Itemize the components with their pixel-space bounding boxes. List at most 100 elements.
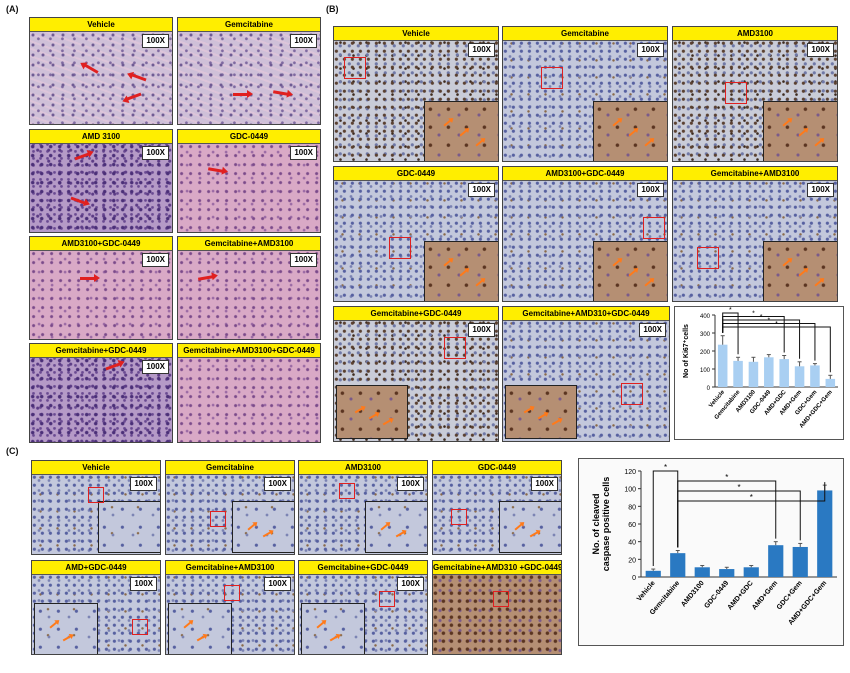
bar xyxy=(779,359,789,387)
significance-star: * xyxy=(775,321,778,328)
zoom-inset-image xyxy=(232,501,294,553)
bar xyxy=(645,570,661,577)
panel-b-micrograph: AMD3100 100X xyxy=(672,26,838,162)
panel-title: AMD3100 xyxy=(673,27,837,41)
y-axis-label-line: No. of cleaved xyxy=(591,493,601,554)
red-arrow-icon xyxy=(233,90,253,98)
panel-a-micrograph: Gemcitabine+GDC-0449 100X xyxy=(29,343,173,443)
significance-star: * xyxy=(752,311,755,318)
panel-title: Vehicle xyxy=(32,461,160,475)
y-tick-label: 20 xyxy=(628,557,636,564)
significance-bracket xyxy=(677,482,826,548)
panel-a-micrograph: GDC-0449 100X xyxy=(177,129,321,233)
y-tick-label: 0 xyxy=(632,575,636,582)
y-tick-label: 300 xyxy=(700,332,711,338)
panel-c-micrograph: Gemcitabine+AMD310 +GDC-0449 xyxy=(432,560,562,655)
region-of-interest-box xyxy=(132,619,148,635)
magnification-label: 100X xyxy=(130,577,157,591)
significance-star: * xyxy=(729,307,732,314)
panel-b-micrograph: GDC-0449 100X xyxy=(333,166,499,302)
zoom-inset-image xyxy=(34,603,98,654)
magnification-label: 100X xyxy=(807,183,834,197)
panel-c-micrograph: Vehicle 100X xyxy=(31,460,161,555)
micrograph-image xyxy=(503,320,669,441)
panel-title: Gemcitabine+AMD310+GDC-0449 xyxy=(503,307,669,321)
panel-c-micrograph: AMD3100 100X xyxy=(298,460,428,555)
region-of-interest-box xyxy=(697,247,719,269)
bar xyxy=(670,553,686,577)
significance-star: * xyxy=(750,493,753,502)
bar xyxy=(768,545,784,577)
magnification-label: 100X xyxy=(130,477,157,491)
panel-c-micrograph: AMD+GDC-0449 100X xyxy=(31,560,161,655)
panel-title: Gemcitabine xyxy=(503,27,667,41)
panel-b-micrograph: Gemcitabine+AMD3100 100X xyxy=(672,166,838,302)
panel-title: Gemcitabine+AMD3100 xyxy=(178,237,320,251)
panel-title: Vehicle xyxy=(30,18,172,32)
y-tick-label: 100 xyxy=(624,487,636,494)
panel-title: Gemcitabine+AMD3100 xyxy=(673,167,837,181)
panel-title: Gemcitabine+AMD310 +GDC-0449 xyxy=(433,561,561,575)
zoom-inset-image xyxy=(365,501,427,553)
magnification-label: 100X xyxy=(142,34,169,48)
panel-title: AMD 3100 xyxy=(30,130,172,144)
significance-star: * xyxy=(664,463,667,472)
region-of-interest-box xyxy=(541,67,563,89)
micrograph-image xyxy=(673,40,837,161)
caspase-bar-chart: 0 20 40 60 80 100 120 No. of cleavedcaspase pos… xyxy=(591,463,837,627)
y-tick-label: 0 xyxy=(707,386,711,392)
panel-title: AMD+GDC-0449 xyxy=(32,561,160,575)
region-of-interest-box xyxy=(88,487,104,503)
y-tick-label: 120 xyxy=(624,469,636,476)
significance-star: * xyxy=(737,483,740,492)
magnification-label: 100X xyxy=(468,43,495,57)
y-tick-label: 100 xyxy=(700,368,711,374)
panel-title: Vehicle xyxy=(334,27,498,41)
bar xyxy=(810,365,820,387)
region-of-interest-box xyxy=(493,591,509,607)
significance-star: * xyxy=(725,473,728,482)
significance-star: * xyxy=(767,318,770,325)
magnification-label: 100X xyxy=(142,146,169,160)
micrograph-image xyxy=(178,357,320,442)
panel-c-micrograph: Gemcitabine+GDC-0449 100X xyxy=(298,560,428,655)
magnification-label: 100X xyxy=(290,253,317,267)
panel-b-micrograph: Vehicle 100X xyxy=(333,26,499,162)
panel-title: Gemcitabine+AMD3100 xyxy=(166,561,294,575)
panel-c-micrograph: GDC-0449 100X xyxy=(432,460,562,555)
red-arrow-icon xyxy=(80,274,100,282)
magnification-label: 100X xyxy=(807,43,834,57)
ki67-chart-box: 0 100 200 300 400 No of Ki67⁺cells Vehicle Gemc… xyxy=(674,306,844,440)
zoom-inset-image xyxy=(336,385,408,439)
panel-b-micrograph: Gemcitabine 100X xyxy=(502,26,668,162)
panel-a-micrograph: AMD3100+GDC-0449 100X xyxy=(29,236,173,340)
y-tick-label: 80 xyxy=(628,504,636,511)
panel-b-micrograph: Gemcitabine+AMD310+GDC-0449 100X xyxy=(502,306,670,442)
zoom-inset-image xyxy=(301,603,365,654)
magnification-label: 100X xyxy=(397,577,424,591)
region-of-interest-box xyxy=(643,217,665,239)
panel-title: AMD3100+GDC-0449 xyxy=(30,237,172,251)
y-tick-label: 400 xyxy=(700,314,711,320)
panel-title: GDC-0449 xyxy=(178,130,320,144)
panel-c-micrograph: Gemcitabine 100X xyxy=(165,460,295,555)
zoom-inset-image xyxy=(98,501,160,553)
bar xyxy=(717,344,728,387)
magnification-label: 100X xyxy=(468,323,495,337)
y-tick-label: 200 xyxy=(700,350,711,356)
magnification-label: 100X xyxy=(290,34,317,48)
magnification-label: 100X xyxy=(639,323,666,337)
region-of-interest-box xyxy=(210,511,226,527)
bar xyxy=(748,361,759,387)
panel-title: Gemcitabine+AMD3100+GDC-0449 xyxy=(178,344,320,358)
y-axis-label-line: caspase positive cells xyxy=(601,477,611,572)
x-tick-label: Vehicle xyxy=(636,580,657,603)
panel-a-micrograph: Vehicle 100X xyxy=(29,17,173,125)
significance-bracket xyxy=(722,319,801,359)
zoom-inset-image xyxy=(499,501,561,553)
panel-title: AMD3100 xyxy=(299,461,427,475)
micrograph-image xyxy=(178,143,320,232)
panel-a-micrograph: Gemcitabine 100X xyxy=(177,17,321,125)
panel-label-a: (A) xyxy=(6,4,19,14)
magnification-label: 100X xyxy=(290,146,317,160)
